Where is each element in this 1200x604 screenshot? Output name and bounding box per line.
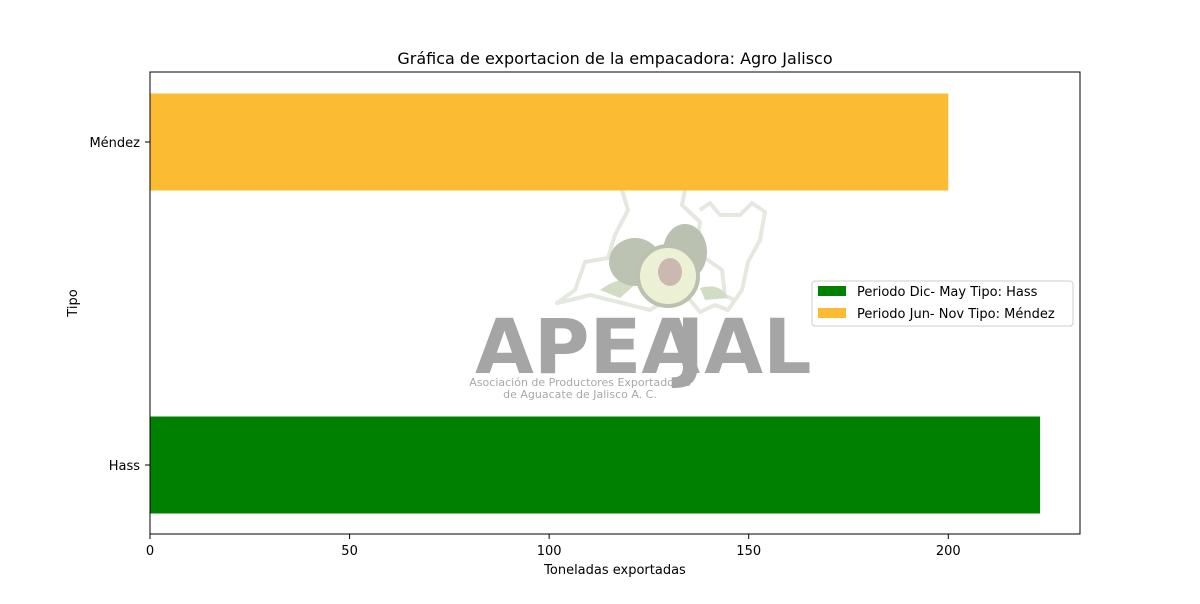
watermark-line1: Asociación de Productores Exportadores bbox=[469, 376, 691, 389]
x-axis-label: Toneladas exportadas bbox=[543, 563, 686, 578]
x-tick-label: 100 bbox=[537, 544, 562, 559]
y-tick-label: Hass bbox=[109, 459, 141, 474]
legend-swatch-mendez bbox=[818, 308, 846, 318]
legend-box bbox=[811, 280, 1074, 327]
avocado-icon bbox=[600, 224, 728, 308]
x-tick-label: 200 bbox=[936, 544, 961, 559]
watermark-jal-text: JAL bbox=[671, 302, 812, 391]
legend: Periodo Dic- May Tipo: Hass Periodo Jun-… bbox=[811, 280, 1074, 327]
plot-area-frame bbox=[149, 71, 1081, 535]
y-axis-label: Tipo bbox=[66, 289, 81, 317]
legend-label-mendez: Periodo Jun- Nov Tipo: Méndez bbox=[857, 307, 1055, 322]
y-axis-ticks: Hass Méndez bbox=[89, 136, 150, 474]
jalisco-map-outline-icon bbox=[555, 160, 767, 314]
bar-hass bbox=[150, 416, 1041, 514]
x-tick-label: 0 bbox=[146, 544, 154, 559]
apeajal-watermark: APEA JAL Asociación de Productores Expor… bbox=[469, 160, 812, 401]
y-tick-label: Méndez bbox=[89, 136, 140, 151]
watermark-apea-text: APEA bbox=[475, 302, 700, 391]
x-tick-label: 50 bbox=[341, 544, 358, 559]
x-tick-label: 150 bbox=[736, 544, 761, 559]
chart-title: Gráfica de exportacion de la empacadora:… bbox=[397, 49, 832, 68]
watermark-line2: de Aguacate de Jalisco A. C. bbox=[503, 388, 657, 401]
bars-group bbox=[150, 93, 1041, 514]
x-axis-ticks: 0 50 100 150 200 bbox=[146, 534, 961, 559]
legend-label-hass: Periodo Dic- May Tipo: Hass bbox=[857, 285, 1038, 300]
legend-swatch-hass bbox=[818, 286, 846, 296]
bar-m-ndez bbox=[150, 93, 949, 191]
